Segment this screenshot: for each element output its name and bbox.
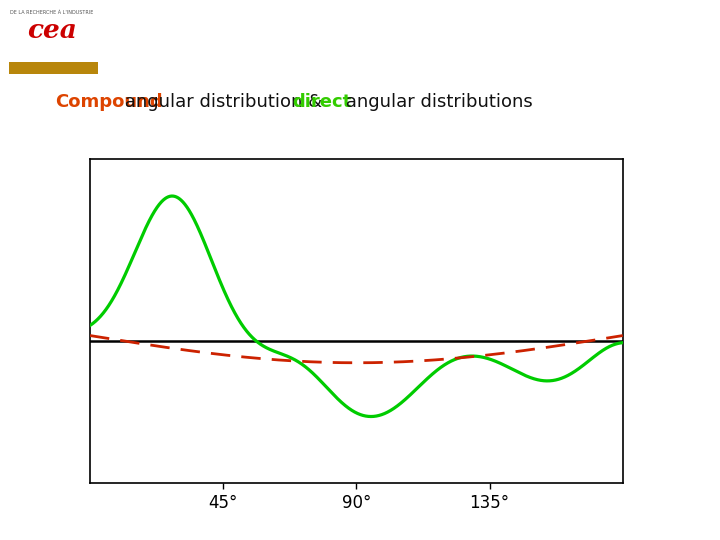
Text: Compound: Compound	[55, 93, 163, 111]
Bar	[9, 62, 98, 73]
Text: (qualitative feature): (qualitative feature)	[300, 50, 507, 68]
Text: cea: cea	[27, 18, 77, 43]
Text: direct: direct	[292, 93, 351, 111]
Text: DE LA RECHERCHE À L'INDUSTRIE: DE LA RECHERCHE À L'INDUSTRIE	[10, 10, 94, 15]
Text: THE COMPOUND NUCLEUS MODEL: THE COMPOUND NUCLEUS MODEL	[204, 12, 602, 32]
FancyBboxPatch shape	[0, 5, 114, 75]
Text: angular distribution &: angular distribution &	[119, 93, 328, 111]
Text: angular distributions: angular distributions	[340, 93, 533, 111]
